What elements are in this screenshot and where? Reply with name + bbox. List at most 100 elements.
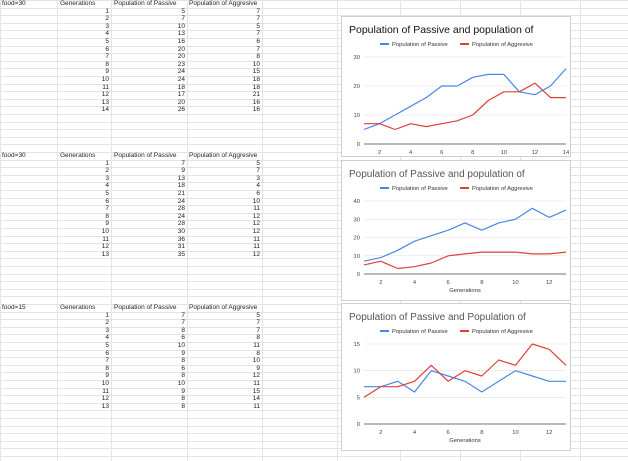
passive-cell[interactable]: 28 <box>177 205 185 213</box>
passive-cell[interactable]: 8 <box>181 357 185 365</box>
generation-cell[interactable]: 7 <box>105 357 109 365</box>
passive-cell[interactable]: 31 <box>177 243 185 251</box>
aggressive-cell[interactable]: 7 <box>256 167 260 175</box>
generation-cell[interactable]: 10 <box>101 228 109 235</box>
passive-cell[interactable]: 13 <box>177 30 185 38</box>
aggressive-cell[interactable]: 7 <box>256 15 260 23</box>
header-cell[interactable]: food=30 <box>2 152 26 159</box>
passive-cell[interactable]: 24 <box>177 197 185 205</box>
aggressive-cell[interactable]: 8 <box>256 334 260 342</box>
line-chart[interactable]: Population of Passive and Population of P… <box>341 303 571 451</box>
passive-cell[interactable]: 9 <box>181 349 185 357</box>
header-cell[interactable]: Population of Aggresive <box>189 152 258 159</box>
generation-cell[interactable]: 14 <box>101 106 109 114</box>
aggressive-cell[interactable]: 6 <box>256 190 260 197</box>
generation-cell[interactable]: 5 <box>105 38 109 45</box>
passive-cell[interactable]: 7 <box>181 319 185 327</box>
header-cell[interactable]: Generations <box>60 0 96 7</box>
line-chart[interactable]: Population of Passive and population of P… <box>341 160 571 301</box>
generation-cell[interactable]: 9 <box>105 220 109 228</box>
generation-cell[interactable]: 1 <box>105 159 109 167</box>
generation-cell[interactable]: 13 <box>101 402 109 410</box>
generation-cell[interactable]: 2 <box>105 15 109 23</box>
generation-cell[interactable]: 8 <box>105 364 109 372</box>
header-cell[interactable]: food=30 <box>2 0 26 7</box>
generation-cell[interactable]: 3 <box>105 326 109 334</box>
generation-cell[interactable]: 4 <box>105 30 109 38</box>
aggressive-cell[interactable]: 9 <box>256 364 260 372</box>
generation-cell[interactable]: 1 <box>105 7 109 15</box>
aggressive-cell[interactable]: 16 <box>252 106 260 114</box>
passive-cell[interactable]: 24 <box>177 68 185 76</box>
passive-cell[interactable]: 8 <box>181 402 185 410</box>
aggressive-cell[interactable]: 7 <box>256 30 260 38</box>
passive-cell[interactable]: 10 <box>177 342 185 349</box>
aggressive-cell[interactable]: 7 <box>256 45 260 53</box>
passive-cell[interactable]: 10 <box>177 22 185 30</box>
generation-cell[interactable]: 10 <box>101 380 109 387</box>
aggressive-cell[interactable]: 5 <box>256 311 260 319</box>
passive-cell[interactable]: 5 <box>181 7 185 15</box>
aggressive-cell[interactable]: 11 <box>253 380 260 387</box>
passive-cell[interactable]: 21 <box>177 190 185 197</box>
passive-cell[interactable]: 24 <box>177 76 185 83</box>
passive-cell[interactable]: 24 <box>177 212 185 220</box>
aggressive-cell[interactable]: 11 <box>253 235 260 243</box>
generation-cell[interactable]: 11 <box>102 387 109 395</box>
generation-cell[interactable]: 9 <box>105 372 109 380</box>
aggressive-cell[interactable]: 14 <box>252 395 260 403</box>
line-chart[interactable]: Population of Passive and population of P… <box>341 16 571 157</box>
aggressive-cell[interactable]: 3 <box>256 174 260 182</box>
generation-cell[interactable]: 9 <box>105 68 109 76</box>
header-cell[interactable]: Generations <box>60 152 96 159</box>
passive-cell[interactable]: 6 <box>181 364 185 372</box>
generation-cell[interactable]: 2 <box>105 319 109 327</box>
generation-cell[interactable]: 5 <box>105 190 109 197</box>
aggressive-cell[interactable]: 12 <box>252 212 260 220</box>
aggressive-cell[interactable]: 11 <box>253 243 260 251</box>
aggressive-cell[interactable]: 5 <box>256 159 260 167</box>
aggressive-cell[interactable]: 7 <box>256 326 260 334</box>
generation-cell[interactable]: 3 <box>105 22 109 30</box>
passive-cell[interactable]: 36 <box>177 235 185 243</box>
generation-cell[interactable]: 8 <box>105 60 109 68</box>
aggressive-cell[interactable]: 6 <box>256 38 260 45</box>
passive-cell[interactable]: 9 <box>181 167 185 175</box>
aggressive-cell[interactable]: 4 <box>256 182 260 190</box>
aggressive-cell[interactable]: 15 <box>252 68 260 76</box>
generation-cell[interactable]: 3 <box>105 174 109 182</box>
aggressive-cell[interactable]: 12 <box>252 228 260 235</box>
aggressive-cell[interactable]: 11 <box>253 342 260 349</box>
generation-cell[interactable]: 7 <box>105 205 109 213</box>
generation-cell[interactable]: 11 <box>102 83 109 91</box>
aggressive-cell[interactable]: 5 <box>256 22 260 30</box>
aggressive-cell[interactable]: 12 <box>252 372 260 380</box>
passive-cell[interactable]: 20 <box>177 98 185 106</box>
passive-cell[interactable]: 7 <box>181 15 185 23</box>
passive-cell[interactable]: 28 <box>177 220 185 228</box>
generation-cell[interactable]: 11 <box>102 235 109 243</box>
generation-cell[interactable]: 6 <box>105 45 109 53</box>
header-cell[interactable]: Population of Passive <box>114 304 177 311</box>
aggressive-cell[interactable]: 10 <box>252 197 260 205</box>
passive-cell[interactable]: 8 <box>181 395 185 403</box>
generation-cell[interactable]: 5 <box>105 342 109 349</box>
generation-cell[interactable]: 6 <box>105 197 109 205</box>
generation-cell[interactable]: 4 <box>105 182 109 190</box>
aggressive-cell[interactable]: 12 <box>252 220 260 228</box>
generation-cell[interactable]: 1 <box>105 311 109 319</box>
aggressive-cell[interactable]: 8 <box>256 53 260 61</box>
aggressive-cell[interactable]: 7 <box>256 319 260 327</box>
aggressive-cell[interactable]: 18 <box>252 76 260 83</box>
aggressive-cell[interactable]: 10 <box>252 357 260 365</box>
passive-cell[interactable]: 6 <box>181 334 185 342</box>
generation-cell[interactable]: 2 <box>105 167 109 175</box>
passive-cell[interactable]: 13 <box>177 174 185 182</box>
generation-cell[interactable]: 6 <box>105 349 109 357</box>
aggressive-cell[interactable]: 12 <box>252 250 260 258</box>
passive-cell[interactable]: 18 <box>177 83 185 91</box>
generation-cell[interactable]: 13 <box>101 98 109 106</box>
generation-cell[interactable]: 12 <box>101 243 109 251</box>
passive-cell[interactable]: 17 <box>177 91 185 99</box>
